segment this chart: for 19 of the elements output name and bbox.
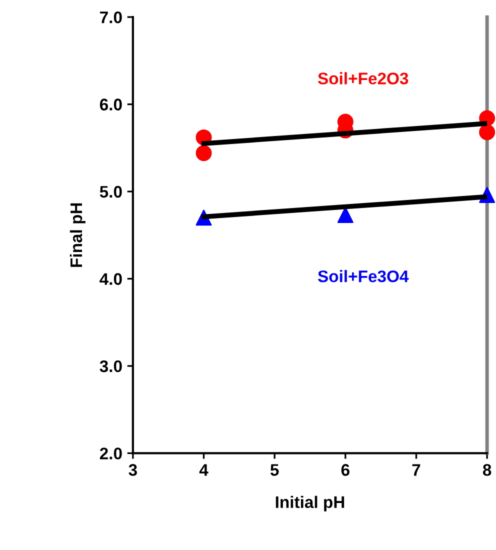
y-tick-label: 2.0 [100, 448, 122, 460]
point [479, 124, 496, 140]
x-tick-label: 4 [199, 464, 208, 476]
point [337, 207, 354, 224]
x-tick-label: 6 [341, 464, 350, 476]
point [196, 145, 212, 162]
text: Soil+Fe2O3 [318, 72, 408, 84]
x-tick-label: 3 [128, 464, 137, 476]
x-tick-label: 5 [270, 464, 279, 476]
y-tick-label: 5.0 [100, 186, 122, 198]
y-axis-title: Final pH [70, 203, 86, 267]
y-tick-label: 3.0 [100, 360, 122, 372]
text: Soil+Fe3O4 [318, 270, 409, 282]
y-tick-label: 4.0 [100, 273, 122, 285]
x-axis-title: Initial pH [276, 496, 344, 512]
x-tick-label: 8 [482, 464, 492, 476]
x-tick-label: 7 [412, 464, 420, 476]
y-tick-label: 6.0 [100, 98, 122, 110]
y-tick-label: 7.0 [100, 11, 122, 24]
